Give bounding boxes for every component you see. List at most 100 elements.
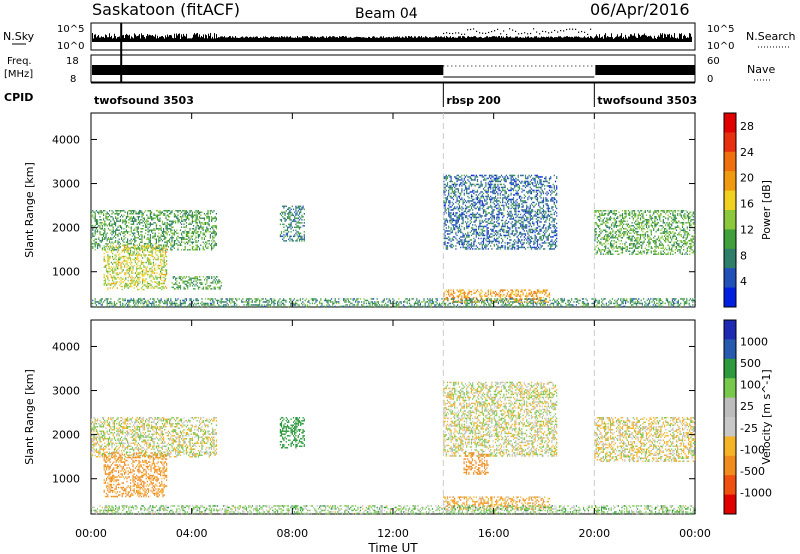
data-cell (110, 284, 111, 286)
data-cell (140, 210, 141, 212)
data-cell (174, 221, 175, 223)
data-cell (134, 210, 135, 212)
data-cell (536, 194, 537, 196)
data-cell (519, 187, 520, 189)
data-cell (473, 199, 474, 201)
data-cell (497, 211, 498, 213)
noise-bar (481, 37, 482, 42)
data-cell (447, 248, 448, 250)
data-cell (199, 218, 200, 220)
data-cell (149, 224, 150, 226)
data-cell (192, 278, 193, 280)
data-cell (142, 271, 143, 273)
noise-bar (129, 35, 130, 42)
data-cell (164, 277, 165, 279)
data-cell (167, 215, 168, 217)
data-cell (512, 224, 513, 226)
data-cell (158, 256, 159, 257)
data-cell (481, 200, 482, 202)
data-cell (454, 191, 455, 193)
data-cell (209, 278, 210, 280)
data-cell (466, 182, 467, 184)
data-cell (502, 200, 503, 202)
data-cell (205, 284, 206, 286)
noise-bar (263, 36, 264, 42)
data-cell (295, 206, 296, 208)
noise-bar (214, 33, 215, 42)
noise-bar (404, 38, 405, 42)
data-cell (216, 234, 217, 236)
data-cell (551, 245, 552, 247)
data-cell (132, 213, 133, 215)
data-cell (524, 182, 525, 184)
data-cell (452, 301, 453, 303)
data-cell (461, 232, 462, 234)
data-cell (214, 279, 215, 281)
data-cell (140, 265, 141, 267)
data-cell (502, 176, 503, 178)
data-cell (483, 196, 484, 198)
data-cell (149, 277, 150, 279)
data-cell (298, 206, 299, 208)
data-cell (464, 227, 465, 229)
data-cell (542, 242, 543, 244)
data-cell (125, 283, 126, 285)
data-cell (497, 223, 498, 225)
data-cell (130, 260, 131, 262)
data-cell (448, 205, 449, 207)
data-cell (299, 219, 300, 221)
noise-bar (572, 37, 573, 42)
data-cell (101, 212, 102, 214)
data-cell (473, 230, 474, 232)
data-cell (205, 230, 206, 232)
noise-bar (230, 36, 231, 42)
data-cell (116, 259, 117, 261)
noise-bar (605, 33, 606, 42)
data-cell (144, 254, 145, 256)
data-cell (545, 221, 546, 223)
data-cell (499, 224, 500, 226)
data-cell (120, 266, 121, 268)
data-cell (131, 231, 132, 233)
data-cell (508, 194, 509, 196)
data-cell (485, 175, 486, 177)
data-cell (155, 222, 156, 224)
data-cell (195, 237, 196, 239)
data-cell (292, 240, 293, 242)
data-cell (204, 234, 205, 236)
noise-bar (536, 36, 537, 42)
data-cell (283, 231, 284, 233)
data-cell (146, 271, 147, 273)
data-cell (120, 225, 121, 227)
data-cell (197, 212, 198, 214)
data-cell (541, 194, 542, 196)
data-cell (526, 242, 527, 244)
data-cell (131, 242, 132, 244)
data-cell (496, 199, 497, 201)
data-cell (508, 178, 509, 180)
data-cell (554, 199, 555, 201)
noise-bar (637, 38, 638, 42)
noise-bar (432, 37, 433, 42)
data-cell (145, 221, 146, 223)
data-cell (167, 242, 168, 244)
data-cell (521, 245, 522, 247)
data-cell (453, 229, 454, 231)
data-cell (211, 248, 212, 250)
data-cell (197, 279, 198, 281)
noise-bar (328, 37, 329, 42)
data-cell (515, 223, 516, 225)
data-cell (544, 248, 545, 250)
data-cell (156, 228, 157, 230)
data-cell (460, 176, 461, 178)
data-cell (175, 231, 176, 233)
data-cell (178, 285, 179, 287)
noise-bar (206, 35, 207, 42)
data-cell (292, 206, 293, 208)
data-cell (171, 237, 172, 239)
data-cell (508, 230, 509, 232)
data-cell (132, 236, 133, 238)
data-cell (455, 194, 456, 196)
data-cell (147, 266, 148, 268)
noise-bar (312, 36, 313, 42)
